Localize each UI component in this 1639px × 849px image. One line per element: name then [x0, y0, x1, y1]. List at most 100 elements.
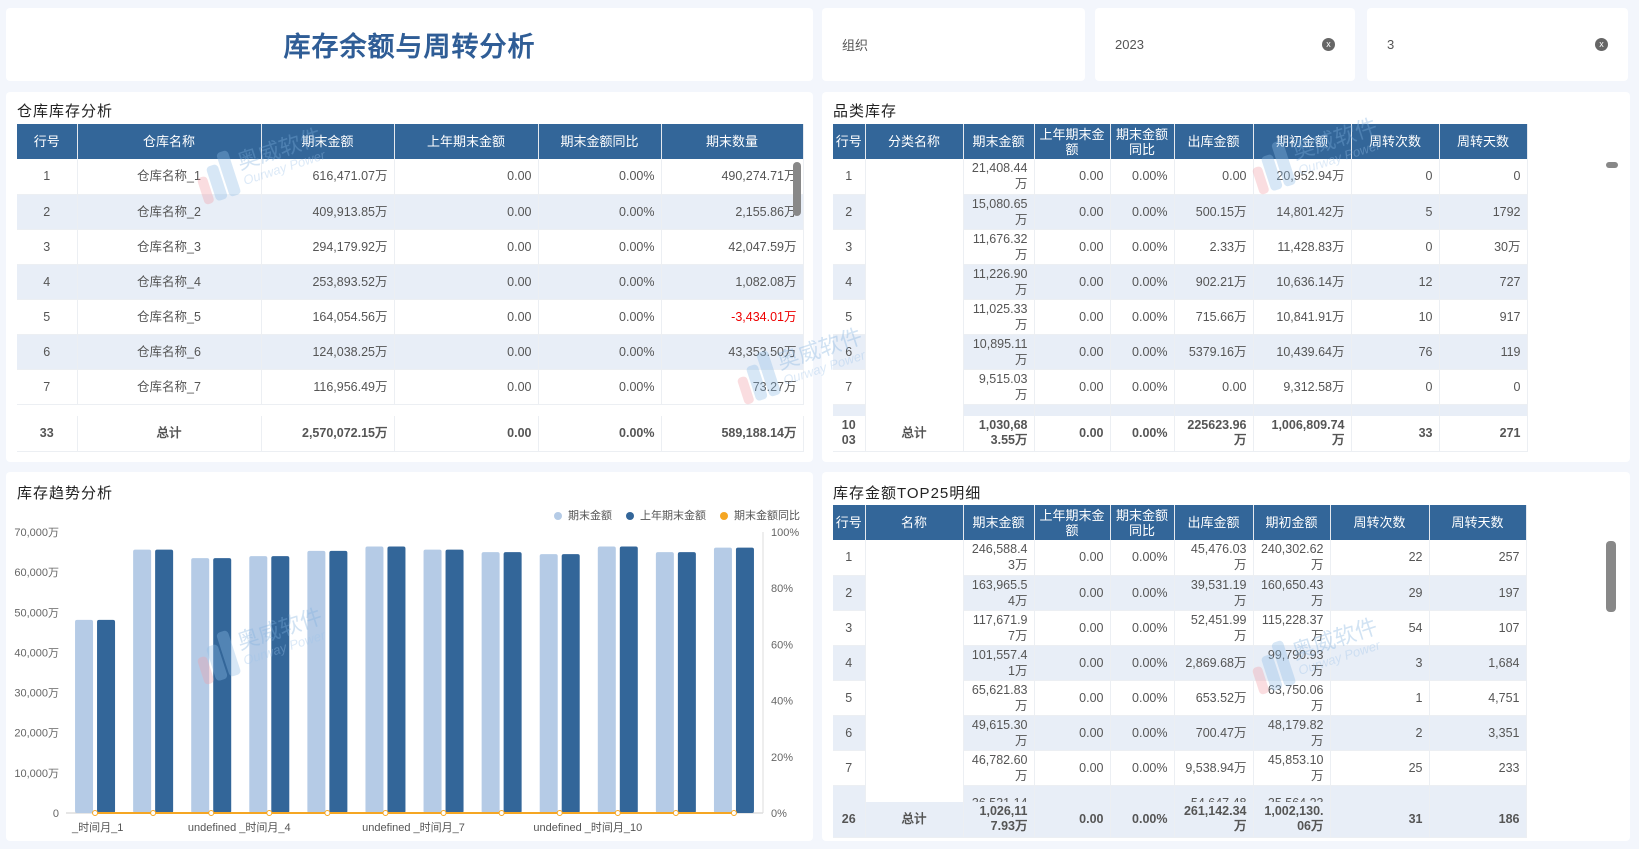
line-point-yoy [324, 810, 331, 816]
table-row[interactable]: 2 仓库名称_2 409,913.85万 0.00 0.00% 2,155.86万 [17, 194, 804, 230]
table-row[interactable]: 6 10,895.11万 0.00 0.00% 5379.16万 10,439.64万 76… [833, 334, 1528, 370]
x-tick-label: undefined _时间月_7 [362, 821, 465, 834]
bar-ending-amount [597, 546, 616, 813]
table-row[interactable]: 4 101,557.41万 0.00 0.00% 2,869.68万 99,790.93万… [833, 645, 1527, 681]
column-header[interactable]: 期末数量 [661, 124, 804, 159]
column-header[interactable]: 仓库名称 [77, 124, 262, 159]
column-header[interactable]: 行号 [17, 124, 78, 159]
clear-icon[interactable]: x [1322, 38, 1335, 51]
table-cell: 3 [833, 610, 866, 646]
column-header[interactable]: 期末金额同比 [1110, 124, 1175, 159]
table-row[interactable]: 1 仓库名称_1 616,471.07万 0.00 0.00% 490,274.71万 [17, 159, 804, 195]
column-header[interactable]: 周转次数 [1351, 124, 1440, 159]
table-row[interactable]: 1 246,588.43万 0.00 0.00% 45,476.03万 240,302.6… [833, 540, 1527, 576]
column-header[interactable]: 出库金额 [1174, 505, 1254, 540]
table-row[interactable]: 3 仓库名称_3 294,179.92万 0.00 0.00% 42,047.59万 [17, 229, 804, 265]
column-header[interactable]: 期末金额 [261, 124, 395, 159]
table-row[interactable]: 9,484.61 [833, 404, 1528, 416]
table-cell: 0.00 [394, 369, 539, 405]
column-header[interactable]: 上年期末金额 [1034, 505, 1111, 540]
table-cell [865, 540, 964, 575]
column-header[interactable]: 行号 [833, 505, 866, 540]
table-cell: 6 [17, 334, 78, 370]
column-header[interactable]: 分类名称 [865, 124, 964, 159]
table-cell: 0.00 [1034, 575, 1111, 611]
table-cell [865, 750, 964, 785]
column-header[interactable]: 期末金额同比 [1110, 505, 1175, 540]
table-row[interactable]: 5 65,621.83万 0.00 0.00% 653.52万 63,750.06万 1 4,… [833, 680, 1527, 716]
column-header[interactable]: 周转天数 [1429, 505, 1527, 540]
column-header[interactable]: 期末金额 [963, 505, 1035, 540]
line-point-yoy [150, 810, 157, 816]
table-cell: 20,952.94万 [1253, 159, 1352, 195]
bar-ending-amount [481, 552, 500, 813]
table-cell: 1 [17, 159, 78, 195]
filter-month[interactable]: 3 x [1367, 8, 1628, 81]
legend-dot-icon [626, 512, 634, 521]
table-cell: 0.00 [1174, 159, 1254, 195]
column-header[interactable]: 上年期末金额 [1034, 124, 1111, 159]
table-footer-row: 26 总计 1,026,117.93万 0.00 0.00% 261,142.34万 1,0… [833, 802, 1527, 838]
table-cell: 0.00 [394, 264, 539, 300]
footer-cell: 0.00% [1110, 416, 1175, 452]
table-cell: 15,080.65万 [963, 194, 1035, 230]
filter-year[interactable]: 2023 x [1095, 8, 1355, 81]
column-header[interactable]: 期初金额 [1253, 124, 1352, 159]
column-header[interactable]: 期末金额 [963, 124, 1035, 159]
table-row[interactable]: 3 11,676.32万 0.00 0.00% 2.33万 11,428.83万 0 30万 [833, 229, 1528, 265]
table-row[interactable]: 7 46,782.60万 0.00 0.00% 9,538.94万 45,853.10万 2… [833, 750, 1527, 786]
footer-cell: 225623.96万 [1174, 416, 1254, 452]
top25-scrollbar[interactable] [1606, 541, 1616, 612]
line-point-yoy [266, 810, 273, 816]
table-row[interactable]: 5 仓库名称_5 164,054.56万 0.00 0.00% -3,434.01万 [17, 299, 804, 335]
table-cell: 163,965.54万 [963, 575, 1035, 611]
legend-item[interactable]: 上年期末金额 [626, 507, 706, 523]
table-row[interactable]: 2 15,080.65万 0.00 0.00% 500.15万 14,801.42万 5 17… [833, 194, 1528, 230]
column-header[interactable]: 期初金额 [1253, 505, 1331, 540]
legend-item[interactable]: 期末金额同比 [720, 507, 800, 523]
table-row[interactable]: 1 21,408.44万 0.00 0.00% 0.00 20,952.94万 0 0 [833, 159, 1528, 195]
table-cell: 0.00% [1110, 159, 1175, 195]
table-row[interactable]: 6 仓库名称_6 124,038.25万 0.00 0.00% 43,353.50万 [17, 334, 804, 370]
table-cell: 101,557.41万 [963, 645, 1035, 681]
table-row[interactable]: 5 11,025.33万 0.00 0.00% 715.66万 10,841.91万 10 9… [833, 299, 1528, 335]
table-cell: 0.00% [1110, 540, 1175, 576]
table-cell: 14,801.42万 [1253, 194, 1352, 230]
table-cell: 0.00% [538, 194, 662, 230]
table-row[interactable]: 7 仓库名称_7 116,956.49万 0.00 0.00% 73.27万 [17, 369, 804, 405]
table-cell: 仓库名称_6 [77, 334, 262, 370]
table-cell: 2 [17, 194, 78, 230]
table-cell: 1,684 [1429, 645, 1527, 681]
footer-cell: 1,026,117.93万 [963, 802, 1035, 838]
table-row[interactable]: 3 117,671.97万 0.00 0.00% 52,451.99万 115,228.3… [833, 610, 1527, 646]
table-cell: 42,047.59万 [661, 229, 804, 265]
table-cell: 76 [1351, 334, 1440, 370]
table-row[interactable]: 4 仓库名称_4 253,893.52万 0.00 0.00% 1,082.08万 [17, 264, 804, 300]
table-cell: 0.00% [1110, 610, 1175, 646]
clear-icon[interactable]: x [1595, 38, 1608, 51]
column-header[interactable]: 期末金额同比 [538, 124, 662, 159]
table-row[interactable]: 6 49,615.30万 0.00 0.00% 700.47万 48,179.82万 2 3,… [833, 715, 1527, 751]
table-cell: 0.00% [1110, 264, 1175, 300]
filter-year-value: 2023 [1115, 37, 1144, 52]
table-row[interactable]: 2 163,965.54万 0.00 0.00% 39,531.19万 160,650.4… [833, 575, 1527, 611]
table-cell: 仓库名称_5 [77, 299, 262, 335]
table-row[interactable]: 36,531.14 54,647.4835,564.23 [833, 785, 1527, 802]
category-scrollbar[interactable] [1606, 162, 1618, 168]
top25-table: 行号 名称 期末金额 上年期末金额 期末金额同比 出库金额 期初金额 周转次数 周转天数 1 246… [833, 505, 1527, 838]
table-row[interactable]: 7 9,515.03万 0.00 0.00% 0.00 9,312.58万 0 0 [833, 369, 1528, 405]
table-cell: 52,451.99万 [1174, 610, 1254, 646]
table-cell: 11,226.90万 [963, 264, 1035, 300]
column-header[interactable]: 名称 [865, 505, 964, 540]
column-header[interactable]: 上年期末金额 [394, 124, 539, 159]
column-header[interactable]: 周转次数 [1330, 505, 1430, 540]
top25-table-part: 1 246,588.43万 0.00 0.00% 45,476.03万 240,302.6… [833, 540, 1527, 802]
table-cell: 0.00% [1110, 194, 1175, 230]
column-header[interactable]: 行号 [833, 124, 866, 159]
column-header[interactable]: 周转天数 [1439, 124, 1528, 159]
filter-organization[interactable]: 组织 [822, 8, 1085, 81]
column-header[interactable]: 出库金额 [1174, 124, 1254, 159]
warehouse-scrollbar[interactable] [793, 162, 801, 216]
legend-item[interactable]: 期末金额 [554, 507, 612, 523]
table-row[interactable]: 4 11,226.90万 0.00 0.00% 902.21万 10,636.14万 12 7… [833, 264, 1528, 300]
